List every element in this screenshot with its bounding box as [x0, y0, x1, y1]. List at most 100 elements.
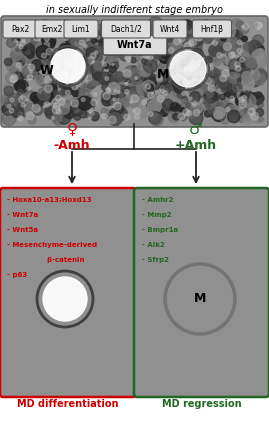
- Circle shape: [214, 111, 222, 119]
- Circle shape: [195, 35, 204, 45]
- Circle shape: [229, 199, 238, 208]
- Circle shape: [175, 383, 184, 392]
- Circle shape: [22, 297, 27, 302]
- Circle shape: [44, 36, 49, 41]
- Circle shape: [46, 286, 54, 293]
- Circle shape: [217, 103, 223, 109]
- Circle shape: [35, 223, 43, 232]
- Circle shape: [231, 30, 243, 42]
- Circle shape: [137, 27, 143, 33]
- Circle shape: [225, 57, 233, 65]
- Circle shape: [96, 37, 103, 45]
- Circle shape: [219, 323, 232, 335]
- Circle shape: [33, 257, 43, 268]
- Circle shape: [122, 22, 131, 31]
- Circle shape: [90, 321, 97, 329]
- Circle shape: [150, 215, 161, 227]
- Circle shape: [49, 293, 58, 302]
- Circle shape: [75, 338, 86, 348]
- Circle shape: [155, 377, 163, 385]
- Circle shape: [29, 233, 37, 241]
- Circle shape: [235, 305, 240, 311]
- Circle shape: [188, 267, 202, 280]
- Circle shape: [160, 217, 169, 226]
- Circle shape: [200, 76, 214, 90]
- Circle shape: [47, 243, 54, 251]
- Circle shape: [138, 293, 150, 305]
- Circle shape: [32, 317, 37, 322]
- Circle shape: [148, 237, 159, 248]
- Circle shape: [111, 272, 115, 276]
- Circle shape: [16, 108, 24, 116]
- Circle shape: [239, 24, 249, 34]
- Circle shape: [34, 318, 39, 323]
- Circle shape: [101, 79, 106, 85]
- Circle shape: [40, 205, 50, 215]
- Circle shape: [173, 333, 181, 341]
- Circle shape: [83, 277, 95, 289]
- Circle shape: [114, 365, 120, 371]
- Circle shape: [111, 212, 119, 220]
- Circle shape: [220, 382, 228, 390]
- Circle shape: [119, 330, 129, 340]
- Circle shape: [146, 281, 160, 294]
- Circle shape: [168, 259, 174, 264]
- Circle shape: [137, 193, 145, 201]
- Circle shape: [219, 311, 224, 316]
- Circle shape: [54, 293, 61, 299]
- Circle shape: [71, 369, 83, 381]
- Circle shape: [227, 40, 241, 54]
- Circle shape: [233, 242, 245, 253]
- Circle shape: [72, 229, 78, 235]
- Circle shape: [221, 232, 233, 245]
- Circle shape: [234, 329, 239, 334]
- Circle shape: [255, 287, 267, 299]
- Circle shape: [112, 112, 122, 121]
- Circle shape: [105, 263, 118, 277]
- Circle shape: [97, 238, 106, 247]
- Circle shape: [38, 24, 45, 31]
- FancyBboxPatch shape: [193, 20, 232, 38]
- Circle shape: [251, 44, 264, 57]
- Circle shape: [50, 21, 59, 29]
- Circle shape: [92, 339, 96, 343]
- Circle shape: [21, 73, 26, 78]
- Circle shape: [59, 76, 66, 83]
- Circle shape: [154, 95, 163, 105]
- Circle shape: [240, 349, 248, 357]
- Circle shape: [235, 107, 243, 115]
- Circle shape: [52, 103, 60, 112]
- Circle shape: [143, 359, 156, 372]
- Circle shape: [242, 99, 247, 104]
- Circle shape: [250, 79, 258, 87]
- Text: β-catenin: β-catenin: [7, 257, 84, 263]
- Circle shape: [111, 268, 121, 278]
- Circle shape: [105, 208, 110, 214]
- Circle shape: [21, 264, 26, 268]
- Circle shape: [172, 317, 182, 327]
- Circle shape: [165, 55, 177, 66]
- Circle shape: [143, 203, 156, 216]
- Circle shape: [178, 50, 192, 64]
- Circle shape: [81, 369, 90, 378]
- Circle shape: [4, 82, 16, 94]
- Text: M: M: [157, 67, 169, 81]
- Circle shape: [171, 57, 179, 66]
- Circle shape: [70, 103, 84, 116]
- Circle shape: [178, 263, 184, 269]
- Circle shape: [9, 23, 18, 31]
- Text: Lim1: Lim1: [72, 24, 90, 33]
- Circle shape: [232, 320, 245, 332]
- Circle shape: [170, 51, 206, 87]
- Circle shape: [52, 99, 58, 104]
- Circle shape: [37, 21, 49, 33]
- Circle shape: [77, 51, 83, 57]
- Circle shape: [9, 266, 16, 273]
- Circle shape: [41, 30, 51, 40]
- Circle shape: [70, 75, 73, 77]
- Circle shape: [44, 299, 48, 303]
- Circle shape: [183, 322, 189, 327]
- Circle shape: [22, 373, 30, 380]
- Circle shape: [51, 49, 85, 83]
- Circle shape: [60, 71, 68, 79]
